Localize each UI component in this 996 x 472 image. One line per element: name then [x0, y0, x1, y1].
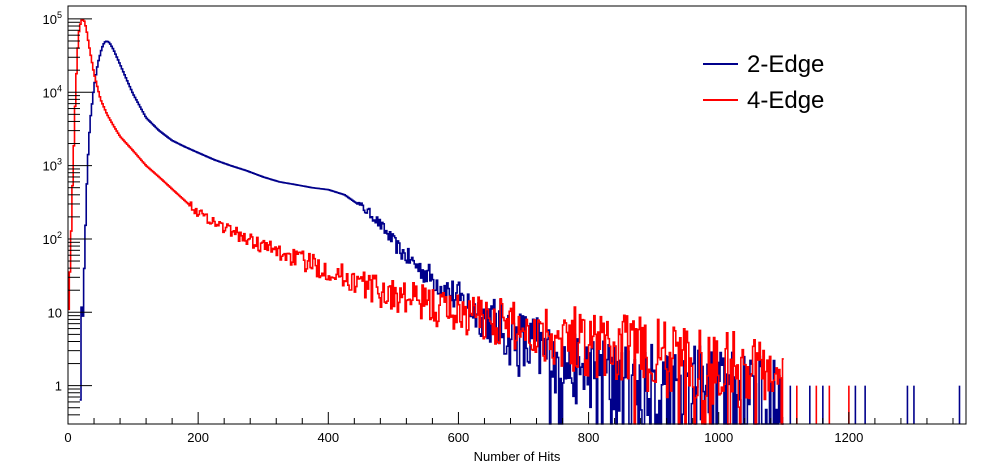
x-tick-label: 600: [448, 430, 470, 445]
legend-label-2-edge: 2-Edge: [747, 51, 824, 78]
x-tick-label: 1200: [834, 430, 863, 445]
legend-label-4-edge: 4-Edge: [747, 87, 824, 114]
series-line-4-edge: [68, 18, 784, 425]
y-tick-label: 104: [43, 83, 62, 100]
x-tick-label: 400: [317, 430, 339, 445]
y-tick-label: 10: [48, 305, 62, 320]
x-tick-label: 1000: [704, 430, 733, 445]
y-axis: 1 10 102 103 104 105: [43, 10, 92, 425]
series-line-2-edge: [79, 40, 784, 425]
x-tick-label: 800: [578, 430, 600, 445]
x-tick-label: 0: [64, 430, 71, 445]
x-axis: 0 200 400 600 800 1000 1200: [64, 412, 954, 445]
legend: 2-Edge 4-Edge: [703, 51, 824, 114]
x-axis-title: Number of Hits: [474, 449, 561, 464]
plot-border: [67, 5, 967, 425]
y-tick-label: 103: [43, 157, 62, 174]
y-tick-label: 102: [43, 230, 62, 247]
y-tick-label: 1: [55, 379, 62, 394]
y-tick-label: 105: [43, 10, 62, 27]
x-tick-label: 200: [187, 430, 209, 445]
